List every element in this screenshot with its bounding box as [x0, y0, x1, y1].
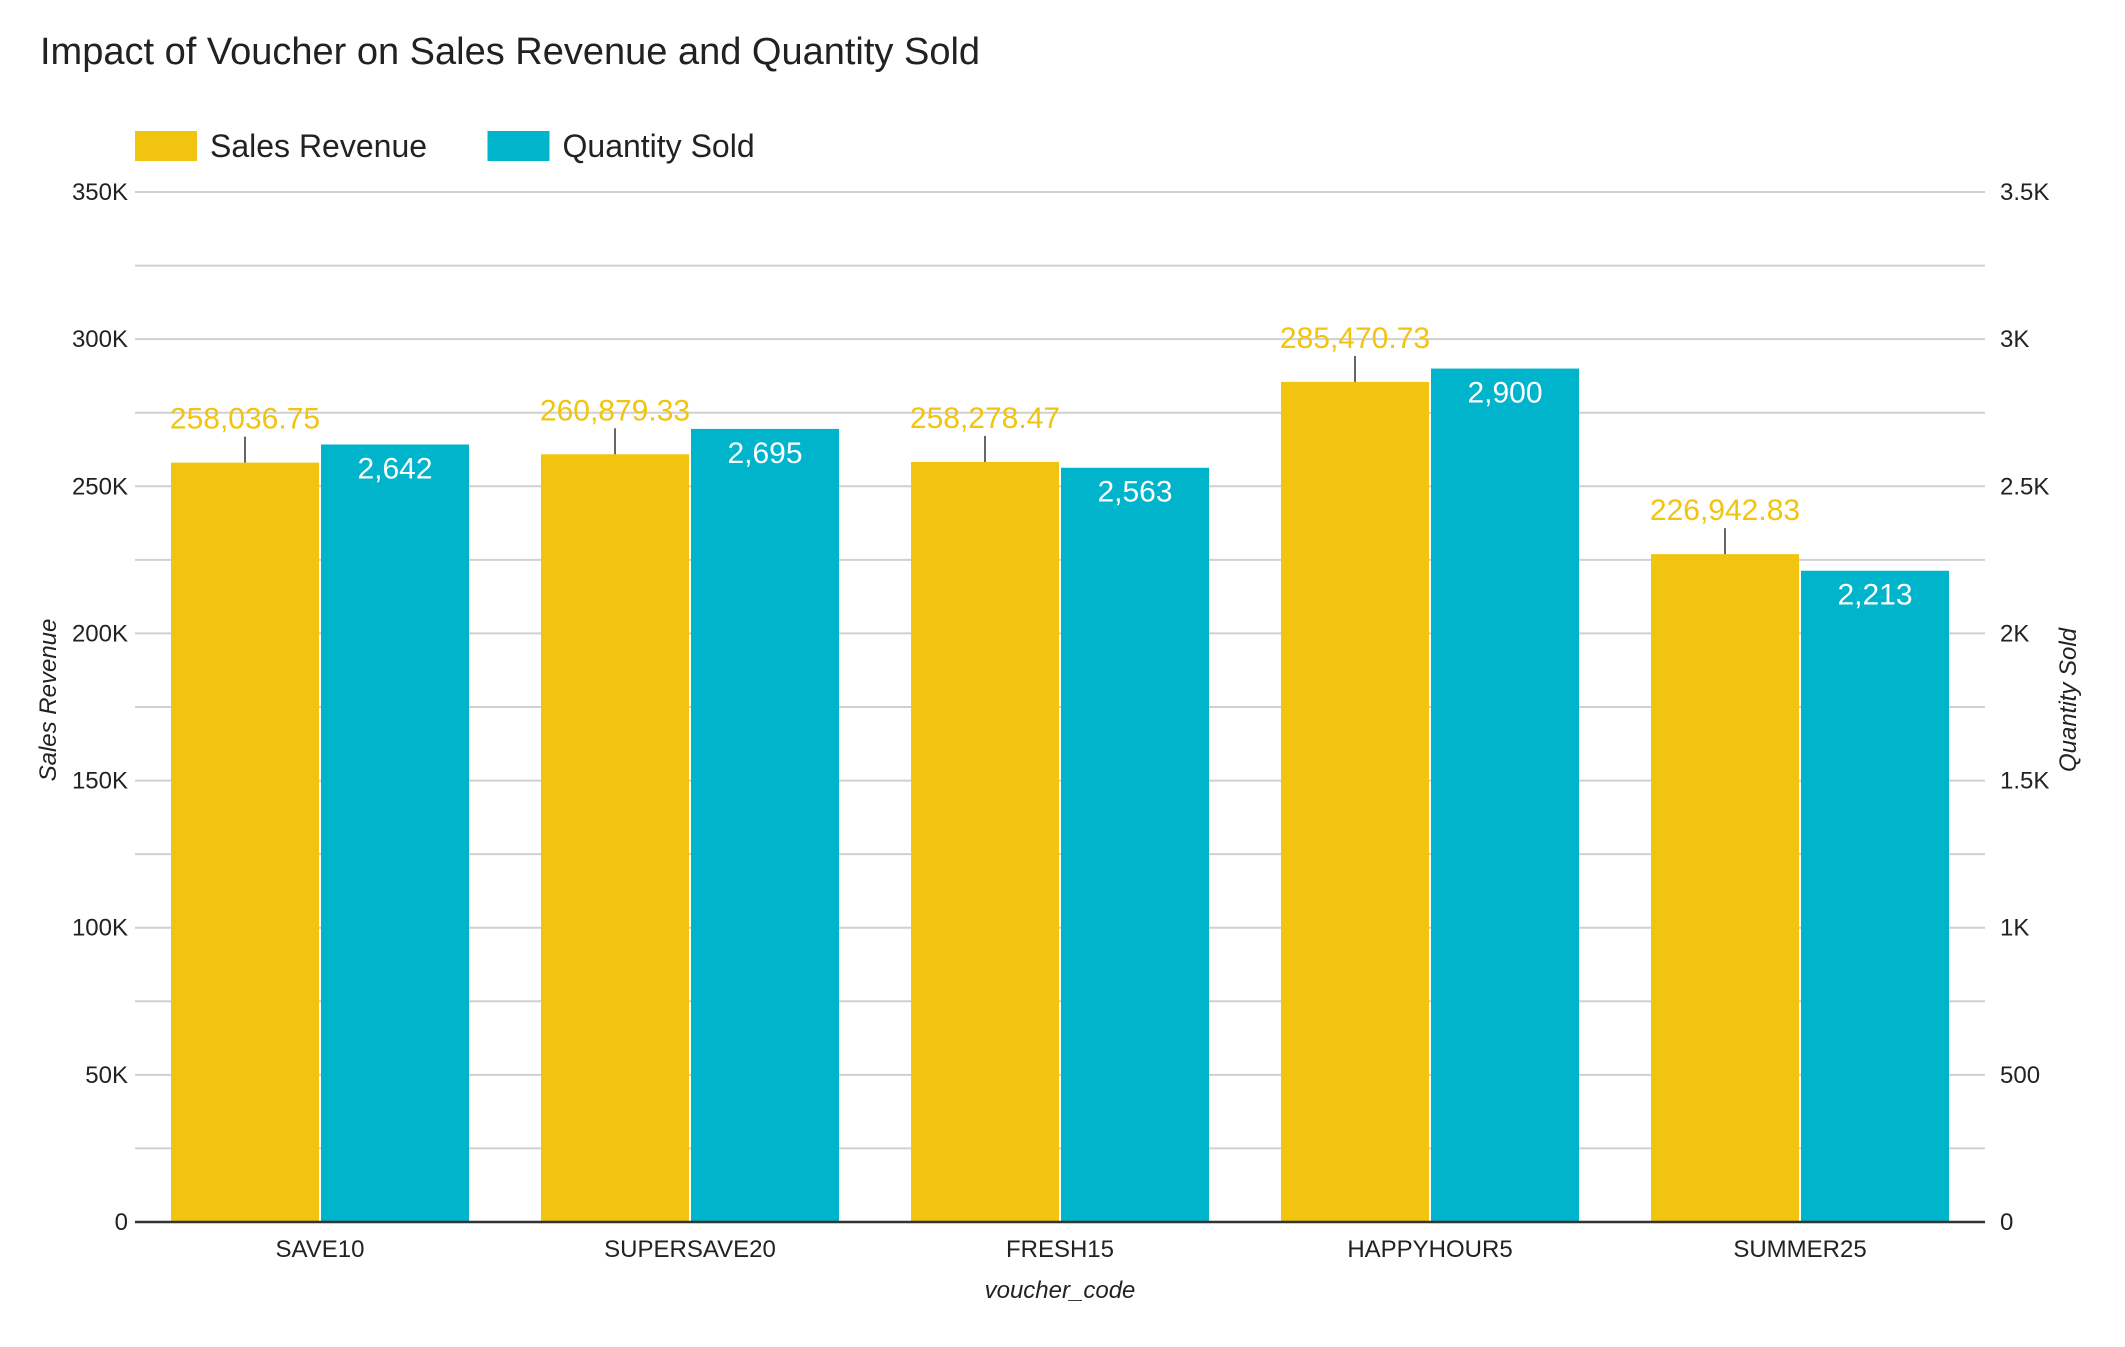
y-axis-right-tick-label: 1K: [2000, 915, 2029, 942]
y-axis-right-title: Quantity Sold: [2055, 627, 2082, 772]
data-labels: 258,036.75 2,642 260,879.33 2,695 258,278.47…: [170, 322, 1913, 612]
data-label-quantity-sold: 2,213: [1837, 579, 1912, 612]
data-label-quantity-sold: 2,900: [1467, 377, 1542, 410]
y-axis-left-tick-label: 200K: [72, 620, 128, 647]
bar-sales-revenue: [171, 462, 319, 1222]
y-axis-left-tick-label: 100K: [72, 915, 128, 942]
bar-sales-revenue: [911, 461, 1059, 1223]
x-axis-category-label: HAPPYHOUR5: [1347, 1236, 1512, 1263]
y-axis-right-tick-label: 2.5K: [2000, 473, 2049, 500]
y-axis-right-tick-label: 2K: [2000, 620, 2029, 647]
x-axis-category-label: SUMMER25: [1733, 1236, 1866, 1263]
bars: [171, 368, 1949, 1223]
y-axis-left-tick-label: 250K: [72, 473, 128, 500]
y-axis-right-tick-label: 3.5K: [2000, 179, 2049, 206]
bar-quantity-sold: [1431, 368, 1579, 1223]
bar-sales-revenue: [541, 454, 689, 1222]
y-axis-right-tick-label: 0: [2000, 1209, 2013, 1236]
bar-sales-revenue: [1651, 554, 1799, 1222]
bar-sales-revenue: [1281, 381, 1429, 1223]
y-axis-right-ticks: 0 500 1K 1.5K 2K 2.5K 3K 3.5K: [2000, 179, 2049, 1236]
bar-quantity-sold: [1061, 467, 1209, 1222]
legend-label: Sales Revenue: [210, 128, 427, 164]
data-label-sales-revenue: 260,879.33: [540, 394, 690, 427]
legend: Sales Revenue Quantity Sold: [135, 128, 755, 164]
y-axis-right-tick-label: 1.5K: [2000, 768, 2049, 795]
y-axis-left-ticks: 0 50K 100K 150K 200K 250K 300K 350K: [72, 179, 128, 1236]
x-axis-category-label: FRESH15: [1006, 1236, 1114, 1263]
x-axis-title: voucher_code: [985, 1277, 1136, 1304]
legend-swatch: [487, 131, 550, 161]
y-axis-right-tick-label: 3K: [2000, 326, 2029, 353]
y-axis-left-tick-label: 0: [115, 1209, 128, 1236]
legend-swatch: [135, 131, 197, 161]
bar-quantity-sold: [321, 444, 469, 1222]
x-axis-category-labels: SAVE10 SUPERSAVE20 FRESH15 HAPPYHOUR5 SUMMER…: [276, 1236, 1867, 1263]
data-label-quantity-sold: 2,642: [357, 452, 432, 485]
y-axis-right-tick-label: 500: [2000, 1062, 2040, 1089]
bar-quantity-sold: [1801, 570, 1949, 1222]
y-axis-left-tick-label: 150K: [72, 768, 128, 795]
data-label-quantity-sold: 2,695: [727, 437, 802, 470]
data-label-sales-revenue: 285,470.73: [1280, 322, 1430, 355]
data-label-sales-revenue: 258,036.75: [170, 403, 320, 436]
x-axis-category-label: SAVE10: [276, 1236, 365, 1263]
x-axis-category-label: SUPERSAVE20: [604, 1236, 776, 1263]
data-label-sales-revenue: 258,278.47: [910, 402, 1060, 435]
data-label-sales-revenue: 226,942.83: [1650, 494, 1800, 527]
chart-title: Impact of Voucher on Sales Revenue and Q…: [40, 31, 980, 73]
y-axis-left-title: Sales Revenue: [35, 619, 62, 782]
y-axis-left-tick-label: 50K: [85, 1062, 128, 1089]
y-axis-left-tick-label: 350K: [72, 179, 128, 206]
y-axis-left-tick-label: 300K: [72, 326, 128, 353]
legend-label: Quantity Sold: [563, 128, 755, 164]
bar-quantity-sold: [691, 428, 839, 1222]
data-label-quantity-sold: 2,563: [1097, 476, 1172, 509]
